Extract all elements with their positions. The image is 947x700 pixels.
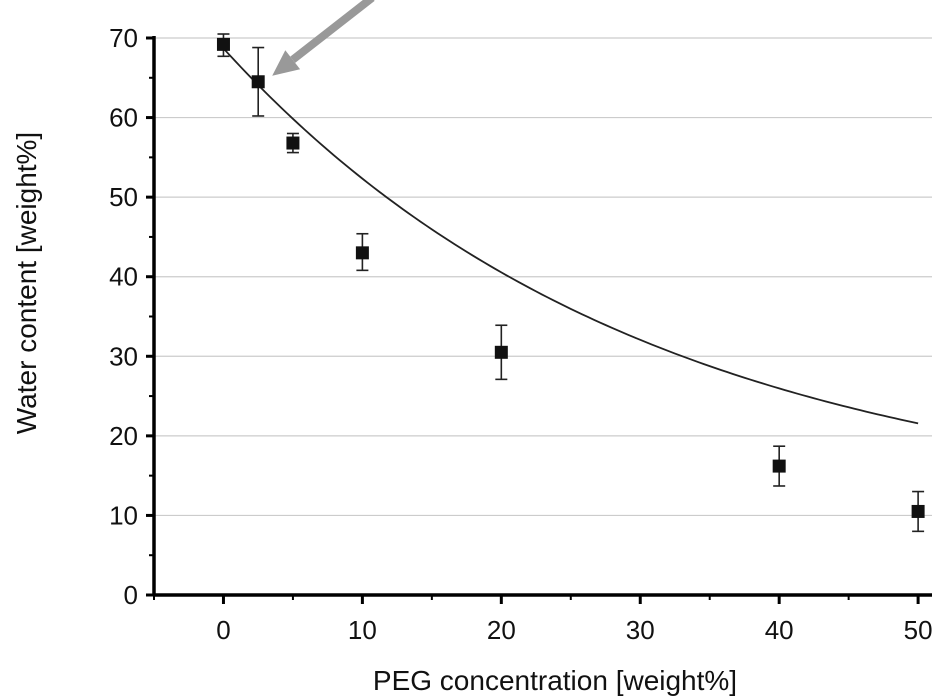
y-tick-label-70: 70	[109, 23, 138, 53]
data-point-2	[286, 136, 300, 150]
x-tick-label-50: 50	[904, 615, 933, 645]
x-tick-label-20: 20	[487, 615, 516, 645]
data-point-5	[772, 459, 786, 473]
data-point-4	[494, 345, 508, 359]
y-tick-label-10: 10	[109, 500, 138, 530]
y-tick-labels: 0 10 20 30 40 50 60 70	[109, 23, 138, 610]
grid-lines	[154, 37, 932, 517]
annotations	[272, 0, 375, 76]
data-point-0	[216, 37, 230, 51]
y-tick-label-20: 20	[109, 421, 138, 451]
fit-curve	[222, 47, 919, 425]
axes	[146, 36, 932, 604]
y-tick-label-40: 40	[109, 262, 138, 292]
arrow-shaft-0	[290, 0, 375, 63]
x-tick-label-0: 0	[216, 615, 230, 645]
y-tick-label-30: 30	[109, 341, 138, 371]
arrow-head-0	[272, 50, 301, 76]
y-tick-label-60: 60	[109, 103, 138, 133]
x-tick-label-40: 40	[765, 615, 794, 645]
data-point-6	[911, 504, 925, 518]
data-point-3	[355, 246, 369, 260]
data-points	[216, 37, 925, 518]
error-bars	[217, 33, 925, 533]
x-tick-label-30: 30	[626, 615, 655, 645]
x-tick-label-10: 10	[348, 615, 377, 645]
y-tick-label-50: 50	[109, 182, 138, 212]
y-tick-label-0: 0	[124, 580, 138, 610]
y-axis-title: Water content [weight%]	[11, 132, 42, 434]
x-tick-labels: 0 10 20 30 40 50	[216, 615, 932, 645]
data-point-1	[251, 75, 265, 89]
fit-curve-group	[222, 47, 919, 425]
x-axis-title: PEG concentration [weight%]	[373, 665, 737, 696]
